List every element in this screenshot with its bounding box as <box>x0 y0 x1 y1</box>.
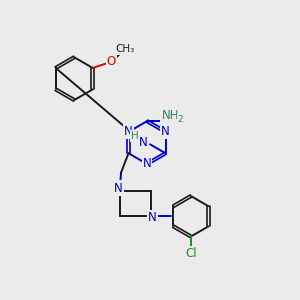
Text: H: H <box>131 131 139 141</box>
Text: N: N <box>148 211 157 224</box>
Text: Cl: Cl <box>185 247 197 260</box>
Text: O: O <box>107 55 116 68</box>
Text: N: N <box>114 182 122 194</box>
Text: N: N <box>124 125 133 138</box>
Text: N: N <box>143 158 152 170</box>
Text: CH₃: CH₃ <box>115 44 134 54</box>
Text: N: N <box>161 125 170 138</box>
Text: 2: 2 <box>178 115 183 124</box>
Text: N: N <box>139 136 148 149</box>
Text: NH: NH <box>161 109 179 122</box>
